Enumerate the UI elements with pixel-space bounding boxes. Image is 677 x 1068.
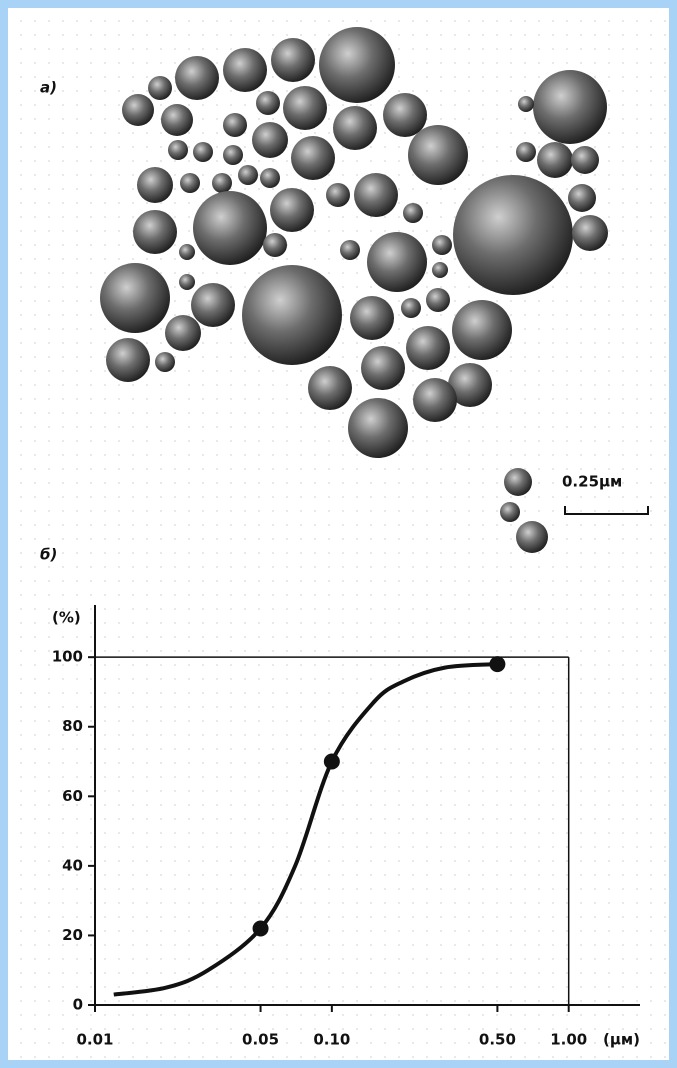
x-tick-label: 0.05 — [242, 1031, 279, 1049]
data-point — [324, 754, 340, 770]
panel-b-label: б) — [40, 546, 57, 564]
x-tick-label: 0.01 — [76, 1031, 113, 1049]
y-tick-label: 100 — [52, 648, 83, 666]
y-tick-label: 80 — [62, 717, 83, 735]
x-tick-label: 0.10 — [313, 1031, 350, 1049]
y-axis-label: (%) — [52, 609, 81, 627]
y-tick-label: 60 — [62, 787, 83, 805]
data-point — [489, 656, 505, 672]
data-point — [253, 920, 269, 936]
scale-label: 0.25μм — [562, 473, 622, 491]
figure: a) б) 0.25μм (%) (μм) 0 20 40 60 80 100 0.01 0.05… — [0, 0, 677, 1068]
page: a) б) 0.25μм (%) (μм) 0 20 40 60 80 100 0.01 0.05… — [0, 0, 677, 1068]
x-tick-label: 0.50 — [479, 1031, 516, 1049]
y-tick-label: 40 — [62, 856, 83, 874]
y-tick-label: 0 — [73, 996, 83, 1014]
x-tick-label: 1.00 — [550, 1031, 587, 1049]
x-axis-label: (μм) — [603, 1031, 640, 1049]
y-tick-label: 20 — [62, 926, 83, 944]
panel-a-label: a) — [40, 79, 57, 97]
